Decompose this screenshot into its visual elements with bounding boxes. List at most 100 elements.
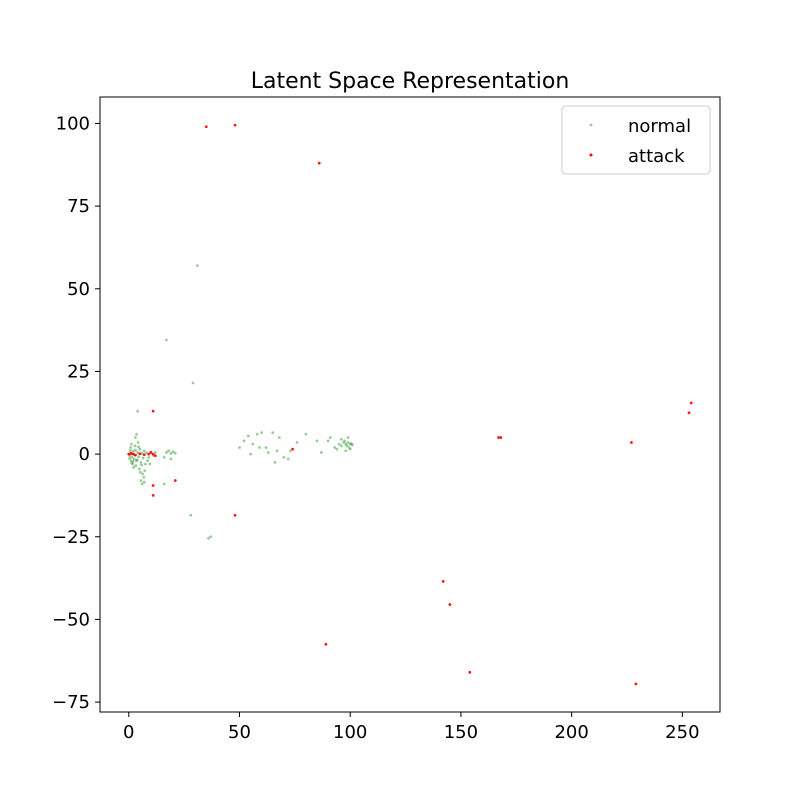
point-normal-67 (249, 452, 252, 456)
point-normal-72 (264, 446, 268, 449)
point-normal-53 (171, 450, 175, 454)
point-normal-86 (328, 436, 332, 439)
point-attack-4 (151, 484, 155, 487)
point-attack-5 (151, 494, 155, 497)
point-normal-39 (131, 459, 135, 463)
point-normal-46 (140, 463, 144, 467)
point-normal-64 (238, 446, 241, 449)
point-normal-23 (132, 465, 136, 469)
point-normal-80 (289, 449, 292, 453)
point-normal-88 (335, 447, 339, 451)
point-normal-41 (128, 449, 132, 452)
point-normal-89 (337, 442, 341, 446)
y-tick-label: −50 (52, 609, 90, 630)
x-tick-label: 100 (333, 722, 367, 743)
point-normal-54 (173, 451, 177, 455)
point-normal-15 (143, 462, 147, 466)
point-normal-83 (315, 439, 319, 443)
point-normal-93 (344, 442, 348, 446)
point-attack-1 (233, 123, 237, 127)
point-normal-77 (277, 436, 281, 439)
point-normal-38 (129, 459, 133, 463)
point-normal-20 (129, 446, 132, 449)
point-normal-24 (133, 444, 137, 448)
point-normal-45 (137, 445, 140, 449)
point-attack-22 (153, 454, 157, 458)
point-attack-26 (127, 452, 131, 456)
point-normal-27 (138, 467, 141, 471)
y-tick-label: 100 (56, 113, 90, 134)
point-normal-33 (135, 432, 138, 436)
x-tick-label: 50 (228, 722, 251, 743)
point-attack-16 (324, 642, 328, 646)
legend-marker-attack (589, 153, 593, 157)
point-normal-101 (344, 449, 348, 453)
point-normal-5 (132, 457, 136, 461)
point-normal-52 (169, 452, 173, 455)
point-attack-10 (499, 436, 503, 439)
point-normal-4 (131, 450, 135, 453)
point-normal-82 (304, 432, 308, 436)
point-normal-9 (137, 455, 141, 459)
legend: normal attack (561, 105, 711, 175)
point-normal-49 (153, 451, 157, 454)
point-normal-34 (136, 409, 140, 413)
point-attack-17 (468, 670, 472, 674)
point-attack-24 (134, 453, 137, 457)
chart-title: Latent Space Representation (251, 69, 570, 94)
point-normal-102 (346, 436, 350, 439)
legend-marker-normal (589, 123, 593, 127)
point-attack-11 (630, 441, 633, 444)
point-normal-51 (167, 449, 171, 453)
point-normal-99 (351, 443, 354, 447)
point-attack-21 (151, 452, 155, 456)
point-attack-9 (497, 436, 500, 439)
point-attack-20 (149, 451, 153, 454)
point-normal-100 (339, 437, 343, 441)
point-attack-0 (204, 125, 208, 129)
legend-label-attack: attack (628, 146, 685, 167)
point-normal-7 (135, 459, 138, 463)
point-attack-6 (173, 479, 177, 482)
point-normal-95 (346, 441, 350, 444)
point-normal-96 (347, 446, 351, 449)
point-normal-31 (143, 469, 147, 473)
point-normal-37 (142, 480, 146, 484)
point-attack-12 (687, 411, 691, 415)
point-normal-28 (138, 470, 142, 474)
point-normal-13 (141, 456, 145, 460)
point-normal-35 (139, 479, 143, 482)
point-attack-14 (441, 580, 445, 583)
point-normal-25 (134, 464, 138, 468)
point-normal-32 (134, 436, 137, 439)
points-layer (127, 123, 693, 686)
point-normal-62 (209, 535, 213, 539)
point-normal-12 (140, 452, 144, 455)
point-normal-84 (320, 451, 323, 454)
point-normal-30 (142, 475, 146, 479)
point-normal-85 (326, 439, 330, 443)
point-normal-70 (260, 431, 264, 434)
point-normal-3 (130, 456, 134, 459)
point-normal-69 (255, 432, 259, 436)
point-normal-90 (339, 444, 343, 448)
point-normal-73 (266, 451, 270, 454)
point-normal-22 (131, 462, 135, 466)
point-attack-23 (131, 452, 135, 456)
point-normal-103 (348, 447, 352, 451)
point-normal-26 (136, 441, 140, 444)
point-normal-61 (207, 537, 210, 540)
x-tick-label: 200 (554, 722, 588, 743)
point-normal-87 (333, 446, 337, 449)
point-normal-29 (141, 472, 144, 476)
point-normal-57 (165, 338, 168, 342)
point-normal-92 (343, 439, 347, 443)
point-normal-98 (349, 442, 353, 445)
y-tick-label: 0 (79, 444, 90, 465)
point-normal-60 (189, 513, 193, 517)
point-normal-55 (162, 456, 166, 459)
point-normal-91 (342, 441, 345, 444)
point-normal-78 (282, 456, 286, 459)
plot-frame (99, 96, 721, 713)
y-tick-label: −75 (52, 692, 90, 713)
